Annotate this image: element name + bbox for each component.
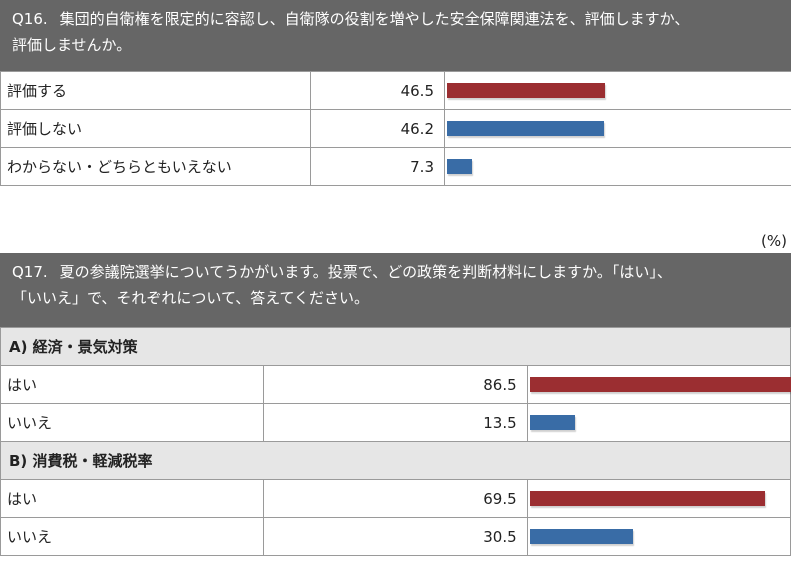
q17-results-table: A) 経済・景気対策 はい 86.5 いいえ 13.5 B) 消費税・軽減税率 … (0, 327, 791, 556)
bar-cell (526, 479, 791, 518)
category-label: はい (0, 365, 265, 404)
table-row: 評価する 46.5 (0, 71, 791, 110)
group-header-a: A) 経済・景気対策 (0, 327, 791, 366)
category-label: いいえ (0, 517, 265, 556)
bar (529, 415, 576, 430)
bar (529, 491, 766, 506)
q17-number: Q17. (12, 263, 48, 281)
q17-question-text: 夏の参議院選挙についてうかがいます。投票で、どの政策を判断材料にしますか。「はい… (59, 263, 672, 281)
value-label: 30.5 (263, 517, 528, 556)
group-header-b: B) 消費税・軽減税率 (0, 441, 791, 480)
bar-cell (526, 403, 791, 442)
q16-question-text: 集団的自衛権を限定的に容認し、自衛隊の役割を増やした安全保障関連法を、評価します… (59, 10, 690, 28)
percent-unit-label: (%) (761, 232, 787, 250)
q17-question-line2: 「いいえ」で、それぞれについて、答えてください。 (12, 289, 370, 307)
category-label: 評価する (0, 71, 311, 110)
bar (447, 159, 472, 174)
category-label: 評価しない (0, 109, 311, 148)
bar-cell (444, 147, 791, 186)
bar-cell (526, 365, 791, 404)
bar-cell (444, 71, 791, 110)
value-label: 7.3 (310, 147, 445, 186)
q16-header: Q16. 集団的自衛権を限定的に容認し、自衛隊の役割を増やした安全保障関連法を、評… (0, 0, 791, 71)
category-label: はい (0, 479, 265, 518)
bar-cell (526, 517, 791, 556)
table-row: いいえ 13.5 (0, 403, 791, 442)
value-label: 69.5 (263, 479, 528, 518)
table-row: わからない・どちらともいえない 7.3 (0, 147, 791, 186)
group-header-row: A) 経済・景気対策 (0, 327, 791, 366)
table-row: はい 69.5 (0, 479, 791, 518)
value-label: 46.5 (310, 71, 445, 110)
category-label: いいえ (0, 403, 265, 442)
q17-header: Q17. 夏の参議院選挙についてうかがいます。投票で、どの政策を判断材料にしますか… (0, 253, 791, 327)
group-header-row: B) 消費税・軽減税率 (0, 441, 791, 480)
value-label: 13.5 (263, 403, 528, 442)
bar (529, 529, 634, 544)
q16-question-line2: 評価しませんか。 (12, 36, 132, 54)
q16-results-table: 評価する 46.5 評価しない 46.2 わからない・どちらともいえない 7.3 (0, 71, 791, 186)
bar-cell (444, 109, 791, 148)
value-label: 86.5 (263, 365, 528, 404)
table-row: いいえ 30.5 (0, 517, 791, 556)
bar (529, 377, 791, 392)
value-label: 46.2 (310, 109, 445, 148)
category-label: わからない・どちらともいえない (0, 147, 311, 186)
table-row: はい 86.5 (0, 365, 791, 404)
q16-number: Q16. (12, 10, 48, 28)
table-row: 評価しない 46.2 (0, 109, 791, 148)
q16-question-line1: Q16. 集団的自衛権を限定的に容認し、自衛隊の役割を増やした安全保障関連法を、評… (12, 6, 779, 32)
bar (447, 121, 604, 136)
bar (447, 83, 605, 98)
q17-question-line1: Q17. 夏の参議院選挙についてうかがいます。投票で、どの政策を判断材料にしますか… (12, 259, 779, 285)
